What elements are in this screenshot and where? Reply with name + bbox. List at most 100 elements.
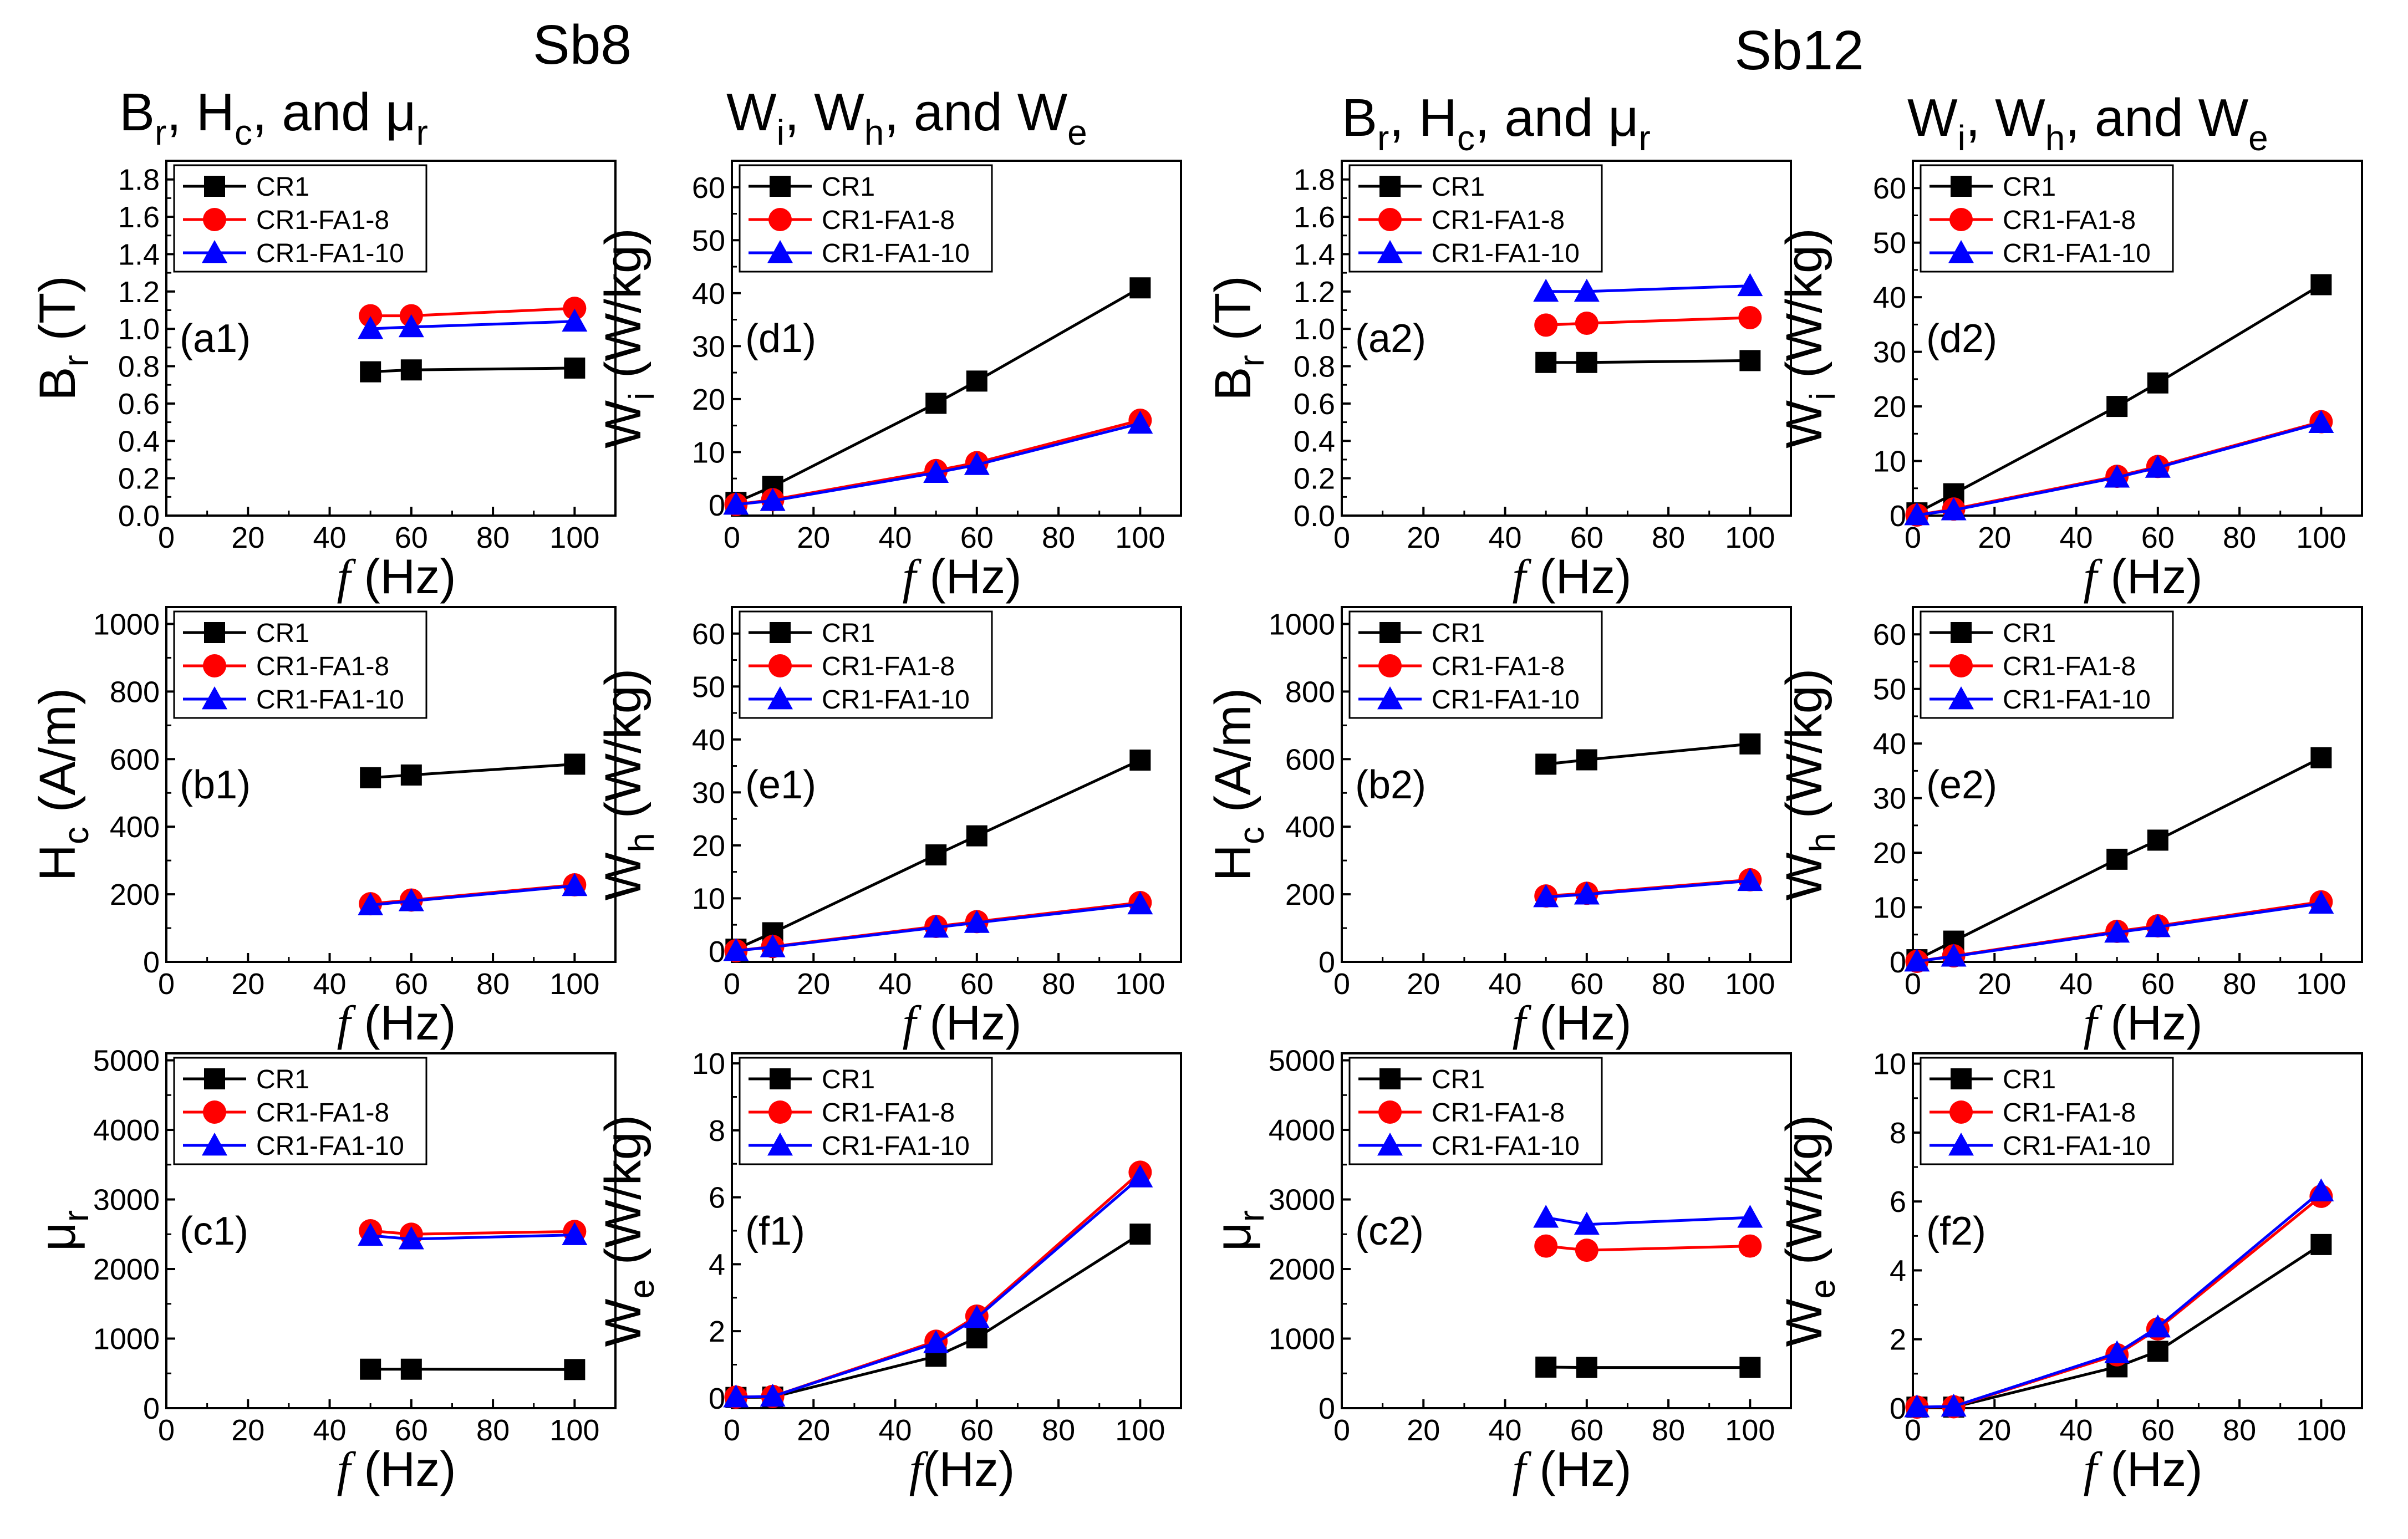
y-axis-label: Br (T): [29, 276, 96, 401]
data-point: [1941, 497, 1967, 521]
y-tick-label: 60: [692, 171, 725, 205]
y-tick-label: 0.4: [118, 425, 160, 458]
y-axis-symbol: W: [595, 400, 651, 449]
y-axis-label: μr: [29, 1210, 96, 1251]
y-axis-subscript: e: [622, 1279, 661, 1299]
x-axis-unit: (Hz): [916, 549, 1022, 604]
x-axis-label: f (Hz): [902, 549, 1021, 604]
legend-label: CR1-FA1-10: [1432, 685, 1580, 715]
legend-label: CR1: [822, 619, 875, 648]
x-tick-label: 0: [724, 967, 740, 1001]
y-tick-label: 1.8: [1294, 164, 1335, 197]
legend: CR1 CR1-FA1-8 CR1-FA1-10: [173, 164, 427, 273]
y-axis-unit: (W/kg): [595, 228, 651, 392]
panel-label: (d1): [745, 317, 816, 361]
y-tick-label: 4: [709, 1248, 725, 1281]
legend-label: CR1-FA1-10: [256, 1132, 404, 1161]
data-point: [925, 393, 947, 414]
x-tick-label: 100: [1725, 521, 1775, 554]
legend-label: CR1: [2003, 172, 2056, 202]
legend-marker: [204, 1068, 225, 1089]
y-axis-subscript: r: [56, 355, 96, 366]
x-tick-label: 60: [2141, 521, 2175, 554]
data-point: [923, 460, 949, 483]
x-axis-label: f (Hz): [2083, 1441, 2202, 1497]
panel-label: (e2): [1926, 763, 1997, 807]
panel-label: (b1): [180, 763, 251, 807]
legend-label: CR1-FA1-8: [256, 206, 389, 235]
y-axis-symbol: W: [595, 852, 651, 900]
legend-label: CR1: [1432, 172, 1485, 202]
legend-marker: [1951, 176, 1972, 197]
data-point: [358, 1222, 384, 1246]
x-axis-unit: (Hz): [2097, 549, 2203, 604]
x-axis-label: f (Hz): [2083, 995, 2202, 1051]
x-tick-label: 0: [1905, 1414, 1921, 1447]
data-point: [1127, 891, 1153, 915]
x-tick-label: 60: [2141, 1414, 2175, 1447]
legend-marker: [203, 654, 226, 677]
y-axis-symbol: H: [29, 844, 86, 881]
data-point: [400, 764, 422, 786]
column-header-1: Br, Hc, and μr: [119, 83, 428, 152]
data-point: [1739, 1357, 1761, 1378]
panel-label: (e1): [745, 763, 816, 807]
y-tick-label: 20: [692, 383, 725, 416]
y-tick-label: 50: [1873, 227, 1906, 260]
y-tick-label: 600: [110, 743, 160, 776]
legend-marker: [1378, 1100, 1402, 1124]
y-axis-label: Wi (W/kg): [1776, 228, 1842, 448]
y-tick-label: 10: [692, 436, 725, 469]
data-point: [760, 934, 786, 957]
legend: CR1 CR1-FA1-8 CR1-FA1-10: [1920, 1057, 2174, 1165]
legend-label: CR1-FA1-8: [1432, 206, 1565, 235]
x-tick-label: 40: [2060, 967, 2093, 1001]
y-tick-label: 0: [709, 489, 725, 522]
legend-marker: [1378, 654, 1402, 677]
legend-marker: [204, 622, 225, 643]
y-tick-label: 0.4: [1294, 425, 1335, 458]
data-point: [358, 892, 384, 915]
x-tick-label: 80: [476, 1414, 510, 1447]
legend: CR1 CR1-FA1-8 CR1-FA1-10: [1920, 610, 2174, 719]
data-point: [723, 1384, 749, 1408]
y-axis-symbol: B: [1205, 366, 1261, 400]
data-point: [923, 1330, 949, 1353]
y-tick-label: 0: [1890, 500, 1906, 533]
x-tick-label: 20: [797, 1414, 830, 1447]
y-tick-label: 600: [1285, 743, 1335, 776]
x-axis-label: f (Hz): [2083, 549, 2202, 604]
y-tick-label: 60: [692, 618, 725, 651]
series-line: [1917, 1243, 2322, 1409]
legend-marker: [1951, 1068, 1972, 1089]
data-point: [400, 359, 422, 381]
column-header-2: Wi, Wh, and We: [726, 83, 1087, 152]
y-tick-label: 1.4: [1294, 238, 1335, 271]
data-point: [1738, 305, 1762, 329]
y-tick-label: 1.0: [1294, 313, 1335, 346]
y-axis-unit: (W/kg): [1776, 1115, 1832, 1279]
x-axis-unit: (Hz): [1526, 995, 1632, 1050]
x-tick-label: 0: [158, 1414, 175, 1447]
legend-marker: [202, 1133, 227, 1156]
x-tick-label: 100: [1725, 1414, 1775, 1447]
legend-marker: [1949, 1100, 1973, 1124]
y-tick-label: 0: [1890, 946, 1906, 979]
group-title-sb12: Sb12: [1734, 19, 1864, 81]
y-axis-label: Wh (W/kg): [1776, 669, 1842, 901]
legend-label: CR1-FA1-8: [822, 206, 955, 235]
data-point: [964, 910, 990, 933]
y-axis-symbol: W: [595, 1298, 651, 1347]
x-tick-label: 40: [2060, 1414, 2093, 1447]
x-tick-label: 100: [2296, 1414, 2346, 1447]
data-point: [2145, 455, 2171, 478]
y-tick-label: 0.0: [1294, 500, 1335, 533]
y-axis-unit: (W/kg): [595, 1115, 651, 1279]
y-tick-label: 5000: [1269, 1044, 1335, 1078]
legend-marker: [1377, 686, 1403, 710]
data-point: [2104, 1340, 2130, 1363]
x-axis-unit: (Hz): [916, 995, 1022, 1050]
x-tick-label: 80: [476, 521, 510, 554]
y-tick-label: 1.4: [118, 238, 160, 271]
y-tick-label: 40: [692, 723, 725, 757]
